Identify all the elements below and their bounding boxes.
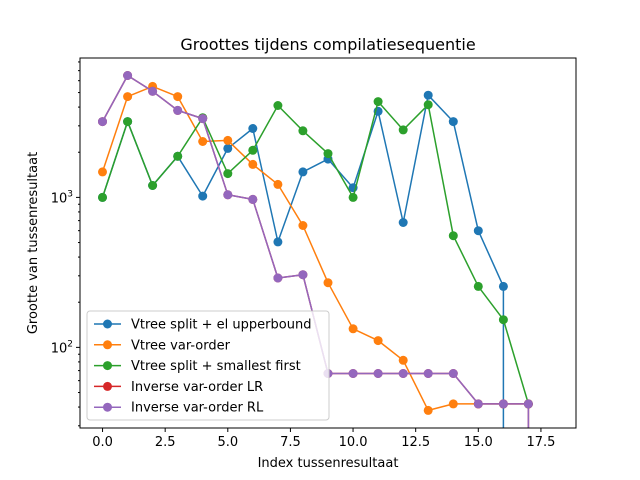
data-point [198, 114, 208, 124]
y-axis: 102 103 [51, 61, 80, 427]
legend-label: Inverse var-order RL [131, 401, 264, 416]
chart-title: Groottes tijdens compilatiesequentie [180, 35, 475, 54]
data-point [473, 399, 483, 409]
data-point [173, 151, 183, 161]
legend-marker [103, 402, 112, 412]
legend-label: Inverse var-order LR [131, 380, 263, 395]
data-point [348, 192, 358, 202]
data-point [123, 117, 133, 127]
data-point [248, 145, 258, 155]
x-tick-label: 5.0 [217, 435, 238, 450]
data-point [123, 92, 133, 102]
data-point [323, 278, 333, 288]
data-point [348, 369, 358, 378]
legend-marker [103, 381, 112, 391]
data-point [473, 226, 483, 236]
data-point [423, 369, 433, 378]
x-tick-label: 0.0 [92, 435, 113, 450]
y-axis-label: Grootte van tussenresultaat [26, 152, 41, 334]
legend: Vtree split + el upperbound Vtree var-ord… [86, 310, 330, 421]
legend-marker [103, 319, 112, 329]
data-point [173, 105, 183, 115]
data-point [473, 281, 483, 291]
data-point [523, 399, 533, 409]
data-point [248, 159, 258, 169]
data-point [398, 218, 408, 227]
data-point [148, 86, 158, 96]
data-point [223, 143, 233, 153]
data-point [248, 124, 258, 133]
data-point [198, 191, 208, 201]
x-axis-label: Index tussenresultaat [258, 456, 399, 471]
data-point [498, 315, 508, 325]
data-point [273, 179, 283, 189]
legend-marker [103, 361, 112, 371]
data-point [148, 181, 158, 190]
x-tick-label: 2.5 [155, 435, 176, 450]
data-point [448, 399, 458, 409]
x-axis: 0.0 2.5 5.0 7.5 10.0 12.5 15.0 17.5 [92, 428, 555, 450]
data-point [273, 101, 283, 110]
data-point [448, 117, 458, 127]
y-tick-label: 102 [51, 339, 73, 356]
data-point [198, 137, 208, 146]
data-point [373, 97, 383, 107]
data-point [273, 273, 283, 283]
legend-box [86, 310, 330, 421]
legend-label: Vtree split + smallest first [131, 359, 301, 374]
data-point [398, 125, 408, 135]
data-point [298, 126, 308, 136]
x-tick-label: 10.0 [339, 435, 368, 450]
data-point [223, 190, 233, 200]
x-tick-label: 15.0 [464, 435, 493, 450]
data-point [273, 237, 283, 247]
data-point [223, 169, 233, 179]
x-tick-label: 12.5 [401, 435, 430, 450]
x-tick-label: 7.5 [280, 435, 301, 450]
data-point [98, 167, 107, 177]
data-point [423, 405, 433, 415]
y-tick-label: 103 [51, 189, 73, 206]
data-point [98, 117, 107, 127]
series-2 [98, 97, 533, 409]
legend-label: Vtree var-order [131, 338, 231, 353]
data-point [173, 92, 183, 102]
data-point [298, 167, 308, 177]
data-point [373, 369, 383, 378]
series-line [101, 100, 530, 405]
data-point [323, 149, 333, 159]
data-point [398, 369, 408, 378]
data-point [223, 135, 233, 145]
data-point [423, 100, 433, 110]
data-point [298, 270, 308, 280]
data-point [123, 71, 133, 80]
data-point [448, 369, 458, 378]
data-point [248, 194, 258, 204]
legend-label: Vtree split + el upperbound [131, 318, 311, 333]
data-point [348, 324, 358, 334]
data-point [98, 192, 107, 202]
data-point [298, 221, 308, 230]
data-point [498, 399, 508, 409]
data-point [448, 231, 458, 241]
data-point [398, 355, 408, 365]
x-tick-label: 17.5 [526, 435, 555, 450]
data-point [373, 336, 383, 346]
data-point [498, 281, 508, 291]
data-point [423, 90, 433, 100]
legend-marker [103, 340, 112, 350]
